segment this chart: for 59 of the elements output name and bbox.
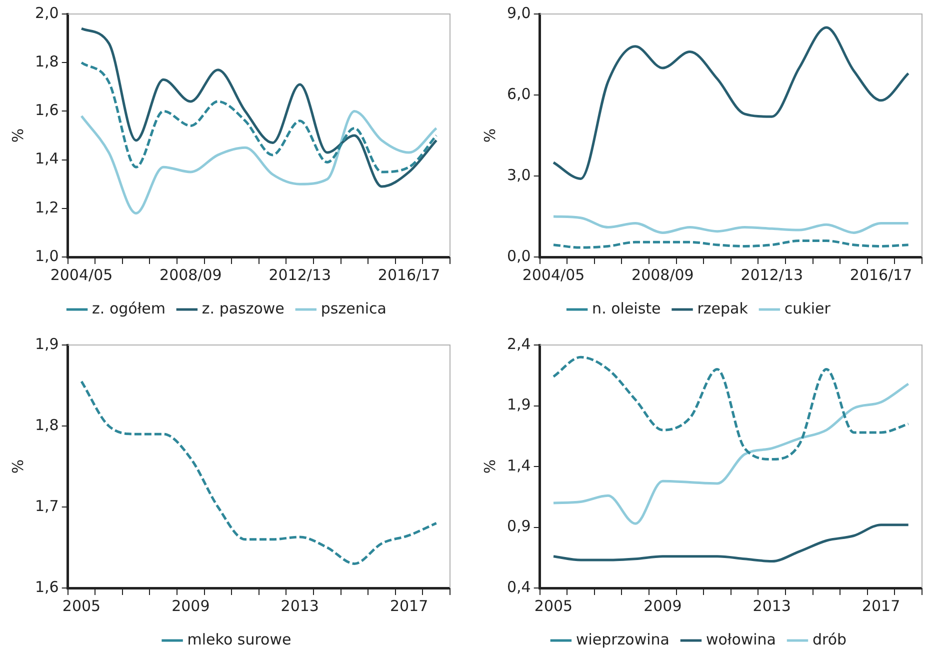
y-tick-label: 0,4 [506,578,531,596]
y-tick-label: 1,4 [34,150,59,168]
x-tick-label: 2013 [752,596,791,615]
x-tick-label: 2008/09 [632,266,694,284]
line-series [80,61,438,174]
y-tick-label: 1,8 [34,52,59,70]
y-tick-label: 1,4 [506,456,531,474]
y-tick-label: 6,0 [506,84,531,103]
y-tick-label: 1,8 [34,416,59,434]
legend-label: wieprzowina [576,630,670,648]
y-tick-label: 3,0 [506,166,531,184]
x-tick-label: 2017 [862,596,900,615]
y-tick-label: 9,0 [506,4,531,22]
y-axis-title: % [8,459,27,474]
x-tick-label: 2004/05 [522,266,585,284]
x-tick-label: 2012/13 [740,266,804,284]
y-axis-title: % [480,459,499,474]
y-tick-label: 1,2 [34,198,59,216]
x-tick-label: 2013 [280,596,319,615]
legend-label: wołowina [706,630,776,648]
y-axis-title: % [8,128,27,143]
y-tick-label: 1,0 [34,246,59,265]
y-tick-label: 1,6 [34,101,59,120]
x-tick-label: 2016/17 [378,266,440,284]
legend-label: n. oleiste [592,299,661,318]
legend-label: pszenica [320,299,386,318]
x-tick-label: 2004/05 [50,266,113,284]
line-series [552,240,910,249]
legend-label: rzepak [697,299,748,318]
x-tick-label: 2017 [390,596,428,615]
y-tick-label: 0,0 [506,246,531,265]
x-tick-label: 2009 [644,596,682,615]
y-tick-label: 0,9 [506,517,531,536]
x-tick-label: 2005 [62,596,101,615]
line-series [552,382,910,525]
y-tick-label: 2,0 [34,4,59,22]
line-series [552,26,910,180]
line-series [552,356,910,460]
line-series [80,110,438,215]
legend-label: z. paszowe [202,299,284,318]
y-tick-label: 1,9 [506,396,531,414]
x-tick-label: 2012/13 [268,266,332,284]
line-series [80,27,438,188]
legend-label: z. ogółem [92,299,166,318]
x-tick-label: 2008/09 [160,266,222,284]
legend-label: cukier [784,299,832,318]
x-tick-label: 2005 [534,596,573,615]
legend-label: mleko surowe [187,630,292,648]
x-tick-label: 2009 [172,596,210,615]
line-series [80,380,438,565]
y-tick-label: 1,7 [34,496,59,515]
y-axis-title: % [480,128,499,143]
legend-label: drób [812,630,847,648]
y-tick-label: 2,4 [506,334,531,353]
y-tick-label: 1,6 [34,578,59,596]
line-series [552,524,910,563]
y-tick-label: 1,9 [34,334,59,353]
line-series [552,215,910,234]
x-tick-label: 2016/17 [850,266,912,284]
